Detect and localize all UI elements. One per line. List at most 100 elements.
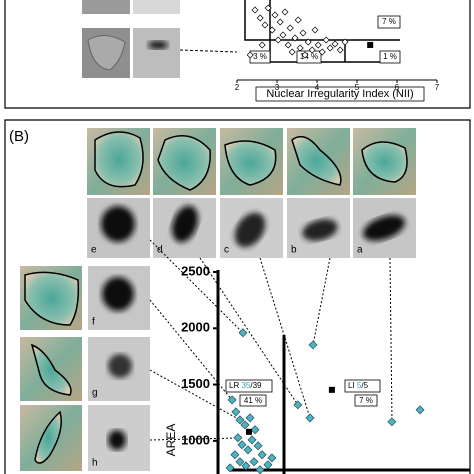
data-point [322, 36, 330, 44]
data-point [235, 415, 245, 425]
data-point [227, 395, 237, 405]
x-label-box [255, 86, 425, 102]
annotation-part: /5 [361, 381, 368, 390]
data-point [279, 31, 287, 39]
data-point [294, 16, 302, 24]
image-label: b [291, 245, 297, 256]
data-point [281, 8, 289, 16]
data-point [231, 407, 241, 417]
image-label: g [92, 388, 98, 399]
image-label: h [92, 458, 98, 469]
data-point [241, 461, 251, 471]
data-point [271, 11, 279, 19]
data-point [284, 41, 292, 49]
data-point [233, 433, 243, 443]
data-point [253, 441, 263, 451]
data-point [331, 40, 339, 48]
annotation: 7 % [359, 396, 373, 405]
annotation-part: LR [229, 381, 241, 390]
data-point [230, 450, 240, 460]
data-point [243, 445, 253, 455]
data-point [263, 460, 273, 470]
data-point [250, 425, 260, 435]
data-point [235, 457, 245, 467]
image-label: d [157, 245, 163, 256]
x-tick-label: 3 [275, 83, 280, 92]
y-tick-label: 2000 [181, 320, 210, 335]
annotation: 3 % [253, 52, 267, 61]
panel-b-thresholds [216, 270, 470, 474]
data-point [341, 38, 349, 46]
annotation-part: 5 [357, 381, 362, 390]
y-axis-label: AREA [164, 424, 178, 457]
side-images [20, 266, 150, 471]
data-point [326, 44, 334, 52]
data-point [293, 400, 303, 410]
data-point [258, 41, 266, 49]
nucleus-row [87, 198, 416, 258]
data-point [255, 465, 265, 474]
mean-marker [328, 386, 335, 393]
data-point [288, 48, 296, 56]
data-point [251, 6, 259, 14]
annotation: LI 5/5 [348, 381, 369, 390]
panel-a-images [82, 0, 238, 78]
x-tick-label: 7 [435, 83, 440, 92]
image-label: c [224, 245, 229, 256]
data-point [240, 420, 250, 430]
data-point [336, 46, 344, 54]
annotation-part: /39 [250, 381, 262, 390]
data-point [305, 413, 315, 423]
mean-marker [367, 41, 374, 48]
annotation: 7 % [382, 17, 396, 26]
data-point [274, 36, 282, 44]
x-tick-label: 4 [315, 83, 320, 92]
data-point [286, 24, 294, 32]
connectors [149, 239, 393, 441]
data-point [246, 51, 254, 59]
image-label: e [91, 245, 97, 256]
annotation-part: LI [348, 381, 357, 390]
data-point [415, 405, 425, 415]
y-tick-label: 2500 [181, 263, 210, 278]
data-point [249, 457, 259, 467]
x-tick-label: 5 [355, 83, 360, 92]
data-point [318, 48, 326, 56]
data-point [238, 328, 248, 338]
data-point [261, 21, 269, 29]
mean-marker [245, 428, 252, 435]
data-point [225, 463, 235, 473]
data-point [299, 29, 307, 37]
image-label: f [92, 317, 95, 328]
y-tick-label: 1500 [181, 376, 210, 391]
data-point [291, 34, 299, 42]
data-point [267, 453, 277, 463]
x-tick-label: 2 [235, 83, 240, 92]
data-point [296, 44, 304, 52]
data-point [304, 38, 312, 46]
x-axis-label: Nuclear Irregularity Index (NII) [266, 88, 413, 100]
x-tick-label: 6 [395, 83, 400, 92]
image-label: a [357, 245, 363, 256]
data-point [237, 440, 247, 450]
annotation-part: 35 [241, 381, 250, 390]
data-point [308, 340, 318, 350]
image-labels: e d c b a f g h [91, 245, 363, 469]
data-point [308, 46, 316, 54]
data-point [276, 18, 284, 26]
annotation: 1 % [383, 52, 397, 61]
annotation: 14 % [300, 52, 318, 61]
data-point [247, 435, 257, 445]
data-point [264, 4, 272, 12]
data-point [257, 450, 267, 460]
data-point [387, 417, 397, 427]
panel-b-frame [4, 119, 471, 474]
data-point [268, 26, 276, 34]
data-point [301, 51, 309, 59]
data-point [245, 413, 255, 423]
micrograph-row [87, 128, 416, 195]
y-tick-label: 1000 [181, 432, 210, 447]
panel-b-annotations: LR 35/39 41 % LI 5/5 7 % [225, 379, 381, 407]
data-point [311, 26, 319, 34]
